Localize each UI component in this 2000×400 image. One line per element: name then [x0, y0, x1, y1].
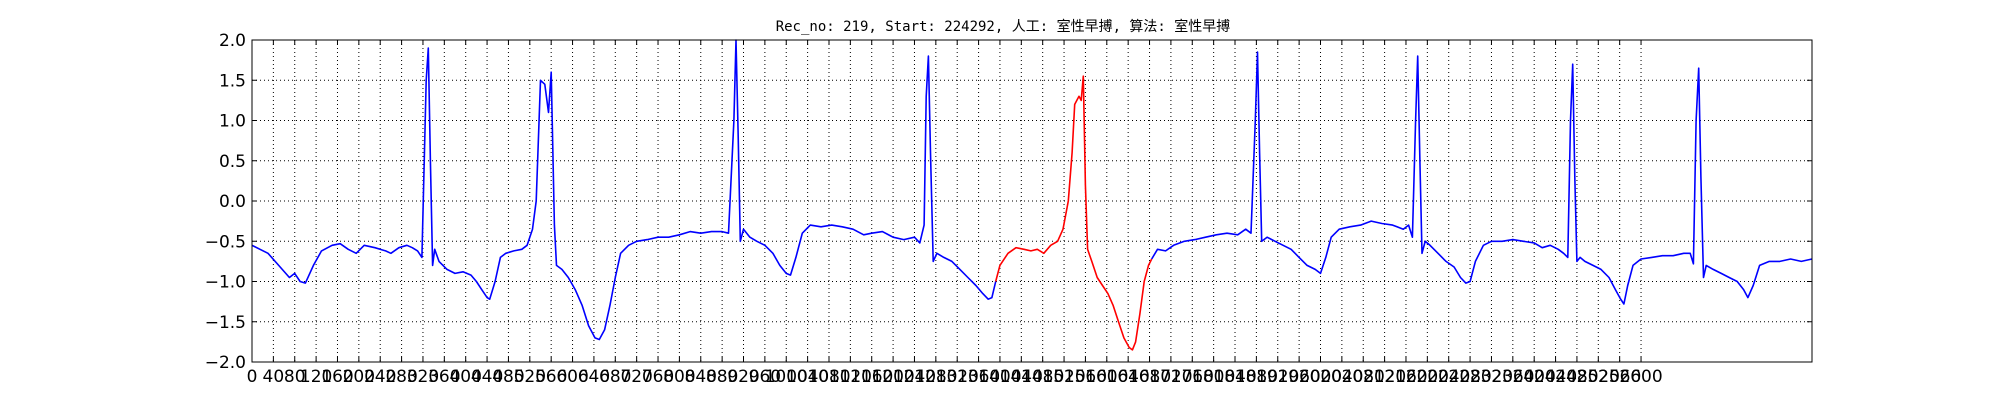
x-tick-label: 2480 [1555, 367, 1598, 387]
x-tick-label: 1200 [871, 367, 914, 387]
x-tick-label: 2000 [1299, 367, 1342, 387]
x-tick-label: 0 [247, 367, 258, 387]
x-tick-label: 1240 [893, 367, 936, 387]
grid-lines [252, 40, 1812, 362]
chart-title: Rec_no: 219, Start: 224292, 人工: 室性早搏, 算法… [776, 18, 1231, 35]
x-tick-label: 1920 [1256, 367, 1299, 387]
x-tick-label: 1880 [1235, 367, 1278, 387]
x-tick-label: 400 [449, 367, 481, 387]
x-tick-label: 1760 [1171, 367, 1214, 387]
y-tick-label: −0.5 [205, 232, 246, 252]
x-tick-label: 1840 [1213, 367, 1256, 387]
x-tick-label: 880 [706, 367, 738, 387]
x-tick-label: 1640 [1107, 367, 1150, 387]
ecg-series [251, 39, 1813, 351]
x-tick-label: 2240 [1427, 367, 1470, 387]
x-tick-label: 800 [663, 367, 695, 387]
x-tick-label: 240 [364, 367, 396, 387]
ecg-series-line-1 [251, 39, 997, 341]
x-tick-label: 2440 [1534, 367, 1577, 387]
x-tick-label: 720 [620, 367, 652, 387]
x-tick-label: 600 [556, 367, 588, 387]
x-tick-label: 2520 [1577, 367, 1620, 387]
x-tick-label: 1000 [765, 367, 808, 387]
x-tick-label: 680 [599, 367, 631, 387]
x-tick-label: 1120 [829, 367, 872, 387]
x-tick-label: 2600 [1619, 367, 1662, 387]
y-tick-label: −2.0 [205, 353, 246, 373]
x-tick-label: 320 [407, 367, 439, 387]
ecg-series-line-2 [994, 75, 1153, 351]
x-tick-label: 1520 [1042, 367, 1085, 387]
x-tick-label: 360 [428, 367, 460, 387]
x-tick-label: 1160 [850, 367, 893, 387]
x-tick-label: 280 [385, 367, 417, 387]
x-tick-label: 1680 [1128, 367, 1171, 387]
x-tick-label: 840 [685, 367, 717, 387]
x-tick-label: 2160 [1384, 367, 1427, 387]
x-tick-label: 120 [300, 367, 332, 387]
x-tick-label: 760 [642, 367, 674, 387]
x-tick-label: 640 [578, 367, 610, 387]
ecg-series-line-3 [1151, 51, 1813, 305]
x-tick-label: 560 [535, 367, 567, 387]
x-tick-label: 2360 [1491, 367, 1534, 387]
y-tick-label: 1.5 [219, 71, 246, 91]
x-tick-label: 1360 [957, 367, 1000, 387]
x-tick-label: 2120 [1363, 367, 1406, 387]
x-tick-label: 2200 [1406, 367, 1449, 387]
y-tick-label: 0.0 [219, 192, 246, 212]
y-tick-label: 1.0 [219, 112, 246, 132]
x-tick-label: 1600 [1085, 367, 1128, 387]
x-tick-label: 920 [727, 367, 759, 387]
x-tick-label: 1320 [936, 367, 979, 387]
x-axis-ticks: 0 40 8012016020024028032036040044048052056… [247, 40, 1663, 387]
x-tick-label: 520 [514, 367, 546, 387]
x-tick-label: 1080 [807, 367, 850, 387]
x-tick-label: 1960 [1277, 367, 1320, 387]
y-tick-label: 0.5 [219, 152, 246, 172]
y-axis-ticks: 2.0 1.5 1.0 0.5 0.0 −0.5 −1.0 −1.5 −2.0 [205, 31, 1812, 373]
x-tick-label: 2400 [1513, 367, 1556, 387]
x-tick-label: 440 [471, 367, 503, 387]
x-tick-label: 1720 [1149, 367, 1192, 387]
x-tick-label: 1040 [786, 367, 829, 387]
x-tick-label: 1480 [1021, 367, 1064, 387]
x-tick-label: 960 [749, 367, 781, 387]
y-tick-label: −1.5 [205, 313, 246, 333]
x-tick-label: 200 [343, 367, 375, 387]
x-tick-label: 2320 [1470, 367, 1513, 387]
x-tick-label: 2280 [1448, 367, 1491, 387]
x-tick-label: 2040 [1320, 367, 1363, 387]
x-tick-label: 80 [284, 367, 306, 387]
x-tick-label: 480 [492, 367, 524, 387]
x-tick-label: 1800 [1192, 367, 1235, 387]
x-tick-label: 1400 [978, 367, 1021, 387]
y-tick-label: 2.0 [219, 31, 246, 51]
x-tick-label: 40 [263, 367, 285, 387]
y-tick-label: −1.0 [205, 273, 246, 293]
x-tick-label: 1560 [1064, 367, 1107, 387]
x-tick-label: 2080 [1342, 367, 1385, 387]
x-tick-label: 1280 [914, 367, 957, 387]
x-tick-label: 160 [321, 367, 353, 387]
x-tick-label: 1440 [1000, 367, 1043, 387]
x-tick-label: 2560 [1598, 367, 1641, 387]
